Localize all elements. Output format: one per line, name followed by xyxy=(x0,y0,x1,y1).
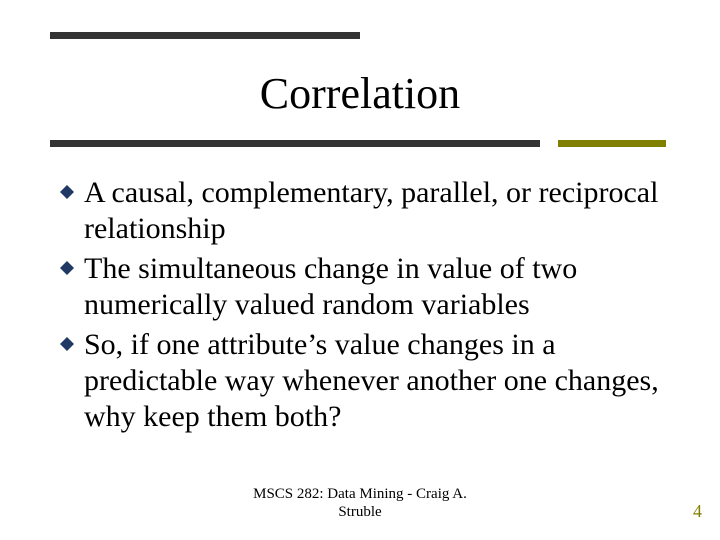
diamond-bullet-icon xyxy=(60,261,74,275)
slide-body: A causal, complementary, parallel, or re… xyxy=(60,175,670,439)
bullet-text: A causal, complementary, parallel, or re… xyxy=(84,175,670,247)
bullet-item: The simultaneous change in value of two … xyxy=(60,251,670,323)
bullet-item: A causal, complementary, parallel, or re… xyxy=(60,175,670,247)
diamond-bullet-icon xyxy=(60,185,74,199)
diamond-bullet-icon xyxy=(60,337,74,351)
slide: Correlation A causal, complementary, par… xyxy=(0,0,720,540)
bullet-text: So, if one attribute’s value changes in … xyxy=(84,327,670,435)
slide-title: Correlation xyxy=(0,68,720,119)
bullet-text: The simultaneous change in value of two … xyxy=(84,251,670,323)
mid-decorative-bar-left xyxy=(50,140,540,147)
bullet-item: So, if one attribute’s value changes in … xyxy=(60,327,670,435)
top-decorative-bar xyxy=(50,32,360,39)
page-number: 4 xyxy=(693,501,702,522)
mid-decorative-bar-right xyxy=(558,140,666,147)
footer-text: MSCS 282: Data Mining - Craig A. Struble xyxy=(0,485,720,523)
